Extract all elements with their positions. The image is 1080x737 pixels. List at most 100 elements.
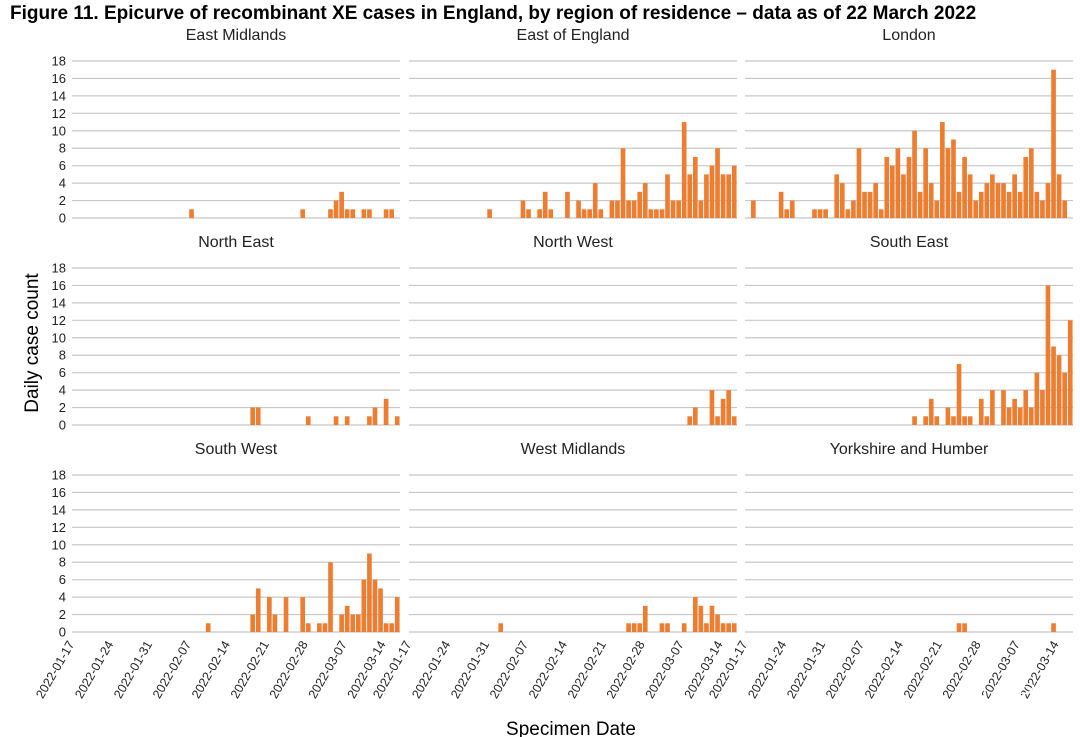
bar-west-midlands: [698, 605, 704, 632]
bar-east-midlands: [344, 209, 350, 218]
bar-east-of-england: [715, 148, 720, 218]
bar-london: [1056, 174, 1062, 218]
bar-west-midlands: [626, 623, 631, 632]
bar-london: [912, 130, 917, 218]
bar-south-west: [389, 623, 394, 632]
bar-north-east: [333, 416, 339, 425]
bar-north-east: [305, 416, 311, 425]
bar-east-of-england: [576, 200, 581, 218]
bar-london: [917, 191, 923, 218]
panel-title-east-of-england: East of England: [517, 27, 630, 44]
bar-east-of-england: [526, 209, 531, 218]
bar-south-east: [1040, 390, 1045, 425]
bar-london: [834, 174, 840, 218]
bar-london: [1028, 148, 1034, 218]
bar-north-east: [367, 416, 372, 425]
bar-east-of-england: [581, 209, 587, 218]
bar-south-west: [305, 623, 311, 632]
panel-title-west-midlands: West Midlands: [521, 441, 626, 458]
x-tick-label: 2022-02-21: [901, 638, 945, 700]
bar-west-midlands: [731, 623, 737, 632]
bar-london: [895, 148, 901, 218]
bar-south-east: [951, 416, 956, 425]
x-tick-label: 2022-03-07: [306, 638, 350, 700]
x-tick-label: 2022-02-14: [189, 638, 233, 700]
bar-south-east: [923, 416, 929, 425]
bar-london: [817, 209, 823, 218]
bar-south-east: [1045, 285, 1051, 425]
x-tick-label: 2022-02-14: [526, 638, 570, 700]
figure-title: Figure 11. Epicurve of recombinant XE ca…: [10, 3, 977, 24]
bar-south-east: [1062, 372, 1067, 425]
x-tick-label: 2022-02-14: [862, 638, 906, 700]
x-tick-label: 2022-01-24: [72, 638, 116, 700]
bar-london: [778, 191, 784, 218]
bar-south-east: [984, 416, 990, 425]
y-tick-label: 16: [52, 485, 66, 500]
bar-east-midlands: [328, 209, 333, 218]
y-tick-label: 0: [59, 418, 66, 433]
y-tick-label: 12: [52, 313, 66, 328]
bar-south-east: [945, 407, 951, 425]
bar-south-east: [1012, 398, 1017, 425]
bar-london: [812, 209, 817, 218]
bar-east-of-england: [487, 209, 492, 218]
bar-east-of-england: [542, 191, 548, 218]
y-tick-label: 10: [52, 330, 66, 345]
bar-west-midlands: [498, 623, 504, 632]
bar-east-of-england: [665, 174, 670, 218]
y-tick-label: 12: [52, 520, 66, 535]
wechat-bubble-icon: ◔: [958, 679, 986, 707]
x-axis-label: Specimen Date: [506, 719, 636, 737]
bar-london: [867, 191, 873, 218]
y-tick-label: 2: [59, 193, 66, 208]
panel-title-london: London: [882, 27, 935, 44]
bar-east-of-england: [587, 209, 593, 218]
bar-london: [1023, 156, 1029, 218]
bar-london: [751, 200, 756, 218]
y-tick-label: 14: [52, 295, 66, 310]
bar-london: [1051, 69, 1056, 218]
bar-east-of-england: [698, 200, 704, 218]
bar-south-west: [344, 605, 350, 632]
x-tick-label: 2022-01-31: [111, 638, 155, 700]
bar-north-west: [709, 390, 715, 425]
bar-east-of-england: [726, 174, 731, 218]
bar-south-west: [339, 614, 344, 632]
bar-east-of-england: [704, 174, 709, 218]
x-tick-label: 2022-02-28: [604, 638, 648, 700]
bar-north-east: [250, 407, 256, 425]
bar-south-west: [361, 579, 367, 632]
bar-london: [934, 200, 940, 218]
bar-east-midlands: [333, 200, 339, 218]
y-tick-label: 18: [52, 54, 66, 69]
bar-east-of-england: [654, 209, 659, 218]
bar-south-west: [300, 597, 306, 632]
y-tick-label: 8: [59, 555, 66, 570]
y-tick-label: 4: [59, 590, 66, 605]
bar-south-west: [367, 553, 372, 632]
bar-west-midlands: [659, 623, 665, 632]
bar-north-east: [394, 416, 400, 425]
panel-title-north-east: North East: [198, 234, 274, 251]
bar-west-midlands: [637, 623, 643, 632]
bar-south-west: [383, 623, 389, 632]
bar-london: [1012, 174, 1017, 218]
bar-east-of-england: [648, 209, 654, 218]
bar-south-east: [1051, 346, 1056, 425]
bar-london: [995, 183, 1001, 218]
bar-london: [1001, 183, 1006, 218]
y-tick-label: 8: [59, 348, 66, 363]
bar-east-of-england: [520, 200, 526, 218]
bar-london: [851, 200, 856, 218]
bar-east-of-england: [709, 165, 715, 218]
bar-london: [956, 191, 962, 218]
bar-south-east: [1034, 372, 1040, 425]
bar-north-east: [344, 416, 350, 425]
bar-london: [951, 139, 956, 218]
bar-north-west: [726, 390, 731, 425]
bar-east-of-england: [565, 191, 570, 218]
bar-south-west: [355, 614, 361, 632]
x-tick-label: 2022-02-07: [487, 638, 531, 700]
